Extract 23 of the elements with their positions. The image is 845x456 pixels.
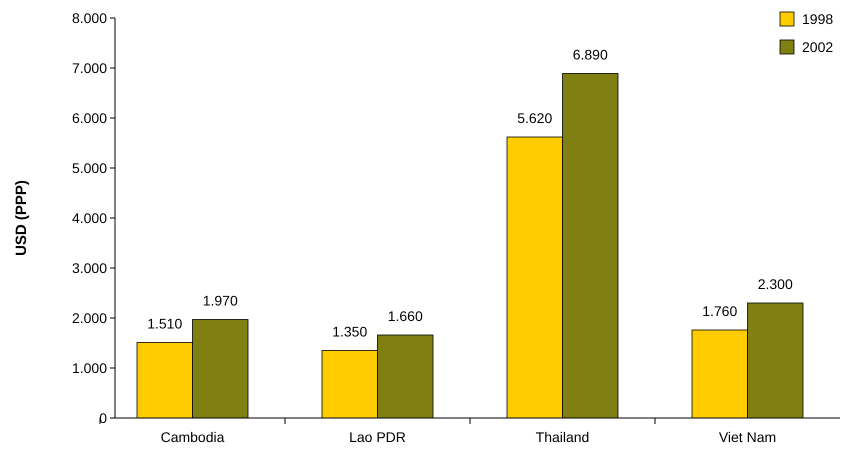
y-axis-title: USD (PPP) bbox=[13, 180, 30, 256]
data-label: 5.620 bbox=[517, 110, 552, 126]
legend-label: 2002 bbox=[802, 39, 834, 55]
data-label: 1.350 bbox=[332, 324, 368, 340]
y-tick-label: 6.000 bbox=[72, 110, 108, 126]
data-label: 2.300 bbox=[758, 276, 793, 292]
y-tick-label: 8.000 bbox=[72, 10, 108, 26]
y-tick-label: 3.000 bbox=[72, 260, 108, 276]
data-label: 1.660 bbox=[388, 308, 423, 324]
y-tick-label: 5.000 bbox=[72, 160, 108, 176]
legend-label: 1998 bbox=[802, 11, 834, 27]
y-tick-label: 1.000 bbox=[72, 360, 108, 376]
x-tick-label: Viet Nam bbox=[718, 429, 776, 445]
data-label: 6.890 bbox=[572, 46, 608, 62]
x-tick-label: Cambodia bbox=[160, 429, 225, 445]
data-label: 1.510 bbox=[147, 316, 182, 332]
data-label: 1.760 bbox=[702, 303, 738, 319]
data-label: 1.970 bbox=[202, 292, 238, 308]
x-tick-label: Thailand bbox=[536, 429, 590, 445]
y-tick-label: 7.000 bbox=[72, 60, 108, 76]
x-tick-label: Lao PDR bbox=[349, 429, 406, 445]
y-tick-label: 2.000 bbox=[72, 310, 108, 326]
y-tick-label: 4.000 bbox=[72, 210, 108, 226]
